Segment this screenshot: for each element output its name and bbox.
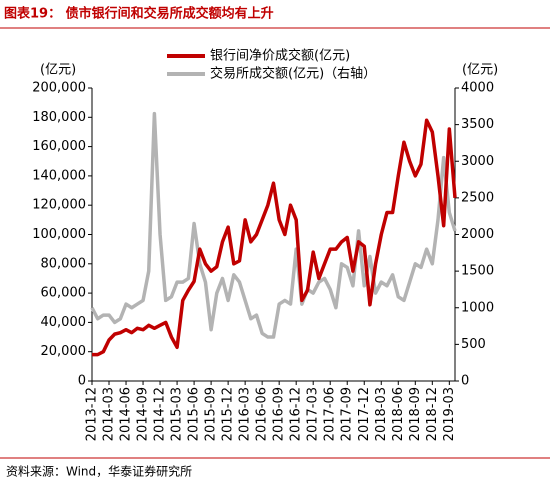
series-line xyxy=(92,118,457,357)
x-tick-label: 2018-12 xyxy=(425,387,440,441)
x-tick-label: 2018-09 xyxy=(408,387,423,441)
y2-tick-label: 0 xyxy=(461,374,469,389)
y-tick-label: 200,000 xyxy=(32,81,86,96)
x-tick-label: 2015-12 xyxy=(221,387,236,441)
x-tick-label: 2017-06 xyxy=(323,387,338,441)
y-tick-label: 160,000 xyxy=(32,139,86,154)
y2-tick-label: 1000 xyxy=(461,300,494,315)
x-tick-label: 2016-03 xyxy=(238,387,253,441)
legend-label: 银行间净价成交额(亿元) xyxy=(210,48,350,64)
y-tick-label: 40,000 xyxy=(41,315,87,330)
x-tick-label: 2017-12 xyxy=(357,387,372,441)
y-tick-label: 80,000 xyxy=(41,256,87,271)
x-tick-label: 2015-03 xyxy=(170,387,185,441)
chart-title: 图表19： 债市银行间和交易所成交额均有上升 xyxy=(4,6,274,22)
y-tick-label: 120,000 xyxy=(32,198,86,213)
x-tick-label: 2016-09 xyxy=(272,387,287,441)
y2-tick-label: 2000 xyxy=(461,227,494,242)
x-tick-label: 2014-09 xyxy=(136,387,151,441)
y2-tick-label: 2500 xyxy=(461,190,494,205)
x-tick-label: 2015-09 xyxy=(204,387,219,441)
legend-label: 交易所成交额(亿元)（右轴） xyxy=(210,66,376,82)
x-tick-label: 2014-12 xyxy=(153,387,168,441)
x-tick-label: 2018-03 xyxy=(374,387,389,441)
y-axis-label: (亿元) xyxy=(40,63,76,78)
x-tick-label: 2017-03 xyxy=(306,387,321,441)
x-tick-label: 2014-03 xyxy=(102,387,117,441)
x-tick-label: 2013-12 xyxy=(85,387,100,441)
y-tick-label: 20,000 xyxy=(41,344,87,359)
x-tick-label: 2016-12 xyxy=(289,387,304,441)
y2-tick-label: 1500 xyxy=(461,264,494,279)
y2-tick-label: 3500 xyxy=(461,117,494,132)
source: 资料来源：Wind，华泰证券研究所 xyxy=(6,464,192,479)
x-tick-label: 2018-06 xyxy=(391,387,406,441)
y2-tick-label: 3000 xyxy=(461,154,494,169)
y2-axis-label: (亿元) xyxy=(462,63,498,78)
y2-tick-label: 500 xyxy=(461,337,486,352)
y-tick-label: 100,000 xyxy=(32,227,86,242)
y-tick-label: 0 xyxy=(78,374,86,389)
x-tick-label: 2014-06 xyxy=(119,387,134,441)
x-tick-label: 2017-09 xyxy=(340,387,355,441)
x-tick-label: 2019-03 xyxy=(442,387,457,441)
y2-tick-label: 4000 xyxy=(461,81,494,96)
y-tick-label: 180,000 xyxy=(32,110,86,125)
y-tick-label: 60,000 xyxy=(41,286,87,301)
x-tick-label: 2016-06 xyxy=(255,387,270,441)
x-tick-label: 2015-06 xyxy=(187,387,202,441)
y-tick-label: 140,000 xyxy=(32,168,86,183)
series-line xyxy=(90,111,457,339)
